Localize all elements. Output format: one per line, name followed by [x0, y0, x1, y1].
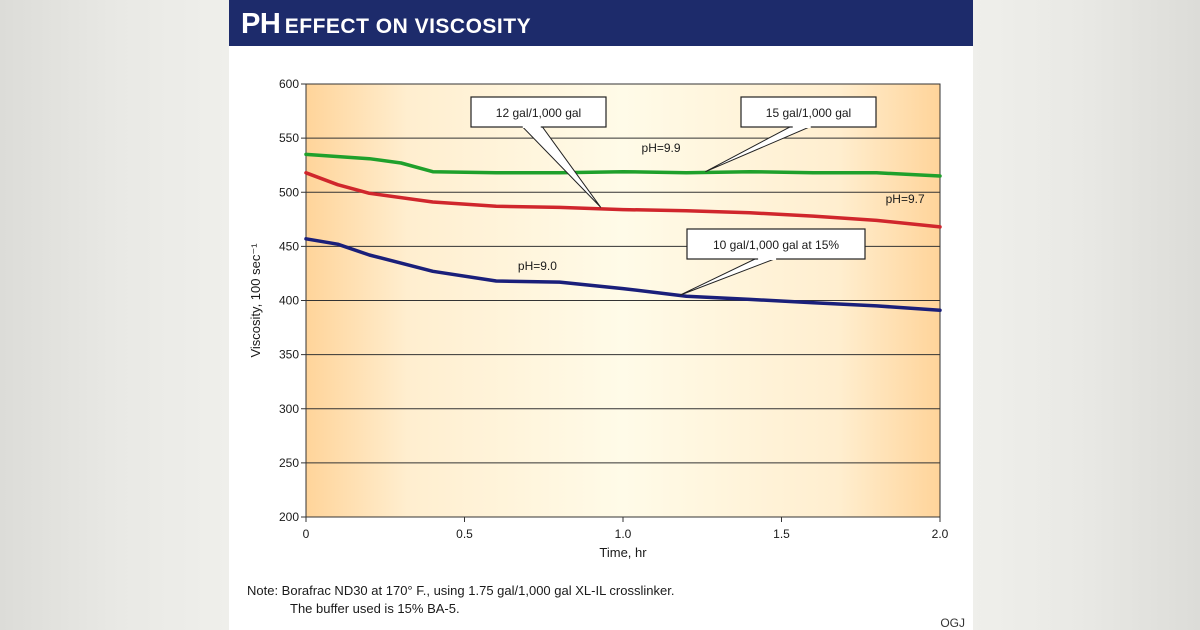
x-tick-label: 1.0 [615, 527, 632, 541]
y-tick-label: 200 [279, 510, 299, 524]
callout-label: 15 gal/1,000 gal [766, 106, 851, 120]
credit-label: OGJ [940, 616, 965, 630]
y-tick-label: 550 [279, 131, 299, 145]
series-line-3 [304, 237, 942, 312]
x-tick-label: 0 [303, 527, 310, 541]
callout-pointer [679, 257, 778, 296]
y-tick-label: 250 [279, 456, 299, 470]
callout-pointer [705, 125, 812, 173]
figure: PH EFFECT ON VISCOSITY 200 250 300 350 400 45… [229, 0, 973, 630]
title-bar: PH EFFECT ON VISCOSITY [229, 0, 973, 46]
chart-title-small: EFFECT ON VISCOSITY [284, 15, 532, 38]
viscosity-chart: 200 250 300 350 400 450 500 550 600 0 0.5 1.0 1.5 2.0… [248, 77, 949, 560]
callout-box [740, 96, 877, 128]
note-line-2: The buffer used is 15% BA-5. [290, 601, 460, 616]
y-axis-label: Viscosity, 100 sec⁻¹ [248, 243, 263, 358]
plot-frame [305, 83, 941, 518]
callout-label: 10 gal/1,000 gal at 15% [713, 238, 839, 252]
note-line-1: Note: Borafrac ND30 at 170° F., using 1.… [247, 583, 675, 598]
y-tick-label: 350 [279, 348, 299, 362]
series-inline-label: pH=9.9 [642, 141, 681, 155]
callout-box [470, 96, 607, 128]
series-line-2 [304, 171, 942, 229]
y-tick-label: 400 [279, 294, 299, 308]
callout-box [686, 228, 866, 260]
y-tick-label: 500 [279, 185, 299, 199]
y-tick-label: 450 [279, 239, 299, 253]
callout-label: 12 gal/1,000 gal [496, 106, 581, 120]
y-tick-label: 300 [279, 402, 299, 416]
series-inline-label: pH=9.7 [886, 192, 925, 206]
series-inline-label: pH=9.0 [518, 259, 557, 273]
x-tick-label: 2.0 [932, 527, 949, 541]
chart-note: Note: Borafrac ND30 at 170° F., using 1.… [247, 582, 674, 618]
chart-title-big: PH [241, 8, 281, 40]
x-tick-label: 0.5 [456, 527, 473, 541]
y-tick-label: 600 [279, 77, 299, 91]
chart-title: PH EFFECT ON VISCOSITY [241, 4, 531, 49]
x-tick-label: 1.5 [773, 527, 790, 541]
series-line-1 [304, 152, 942, 178]
x-axis-label: Time, hr [599, 545, 647, 560]
